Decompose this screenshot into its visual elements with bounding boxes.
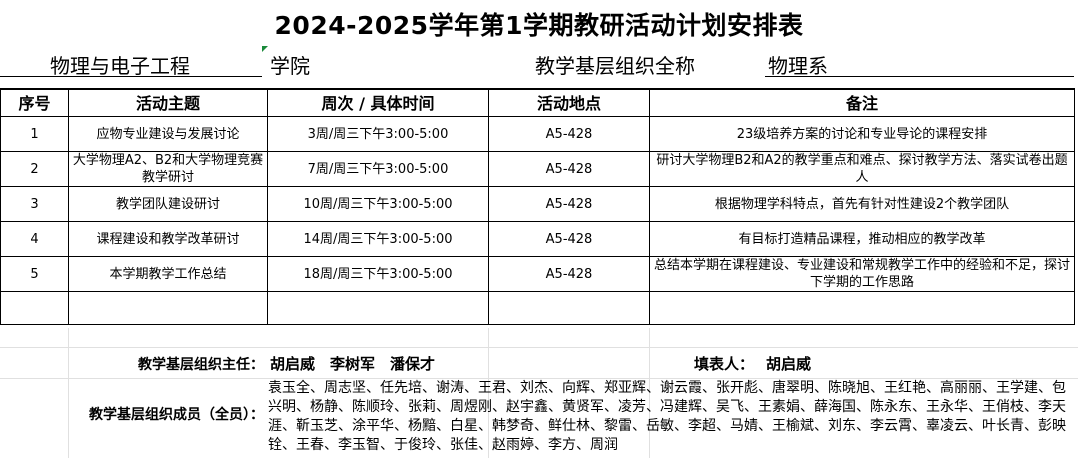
cell-empty[interactable] xyxy=(267,291,489,325)
header-note: 备注 xyxy=(649,88,1075,117)
table-row: 3 教学团队建设研讨 10周/周三下午3:00-5:00 A5-428 根据物理… xyxy=(0,186,1075,222)
header-topic: 活动主题 xyxy=(68,88,268,117)
cell-place[interactable]: A5-428 xyxy=(488,116,650,152)
cell-empty[interactable] xyxy=(0,291,69,325)
cell-note[interactable]: 根据物理学科特点，首先有针对性建设2个教学团队 xyxy=(649,186,1075,222)
cell-time[interactable]: 3周/周三下午3:00-5:00 xyxy=(267,116,489,152)
table-row-empty xyxy=(0,291,1075,325)
org-name[interactable]: 物理系 xyxy=(768,54,828,78)
members-list[interactable]: 袁玉全、周志坚、任先培、谢涛、王君、刘杰、向辉、郑亚辉、谢云霞、张开彪、唐翠明、… xyxy=(268,380,1066,453)
director-label: 教学基层组织主任： xyxy=(138,357,264,373)
cell-place[interactable]: A5-428 xyxy=(488,151,650,187)
cell-no[interactable]: 4 xyxy=(0,221,69,257)
header-no: 序号 xyxy=(0,88,69,117)
cell-place[interactable]: A5-428 xyxy=(488,221,650,257)
cell-no[interactable]: 5 xyxy=(0,256,69,292)
cell-place[interactable]: A5-428 xyxy=(488,186,650,222)
table-row: 4 课程建设和教学改革研讨 14周/周三下午3:00-5:00 A5-428 有… xyxy=(0,221,1075,257)
gridline xyxy=(0,347,1078,348)
college-suffix: 学院 xyxy=(270,54,310,78)
cell-time[interactable]: 18周/周三下午3:00-5:00 xyxy=(267,256,489,292)
cell-note[interactable]: 23级培养方案的讨论和专业导论的课程安排 xyxy=(649,116,1075,152)
cell-topic[interactable]: 课程建设和教学改革研讨 xyxy=(68,221,268,257)
filler-name[interactable]: 胡启威 xyxy=(766,355,812,373)
page-title: 2024-2025学年第1学期教研活动计划安排表 xyxy=(274,11,804,40)
gridline xyxy=(649,328,650,458)
director-names[interactable]: 胡启威 李树军 潘保才 xyxy=(270,355,436,373)
college-name[interactable]: 物理与电子工程 xyxy=(50,54,190,78)
college-underline xyxy=(0,76,262,77)
org-label: 教学基层组织全称 xyxy=(535,54,695,78)
cell-empty[interactable] xyxy=(488,291,650,325)
cell-empty[interactable] xyxy=(68,291,268,325)
cell-topic[interactable]: 大学物理A2、B2和大学物理竞赛教学研讨 xyxy=(68,151,268,187)
org-underline xyxy=(765,76,1074,77)
cell-no[interactable]: 2 xyxy=(0,151,69,187)
table-row: 1 应物专业建设与发展讨论 3周/周三下午3:00-5:00 A5-428 23… xyxy=(0,116,1075,152)
activity-table: 序号 活动主题 周次 / 具体时间 活动地点 备注 1 应物专业建设与发展讨论 … xyxy=(0,88,1075,325)
cell-note[interactable]: 总结本学期在课程建设、专业建设和常规教学工作中的经验和不足，探讨下学期的工作思路 xyxy=(649,256,1075,292)
cell-note[interactable]: 有目标打造精品课程，推动相应的教学改革 xyxy=(649,221,1075,257)
cell-topic[interactable]: 应物专业建设与发展讨论 xyxy=(68,116,268,152)
comment-marker-icon xyxy=(262,46,268,52)
cell-note[interactable]: 研讨大学物理B2和A2的教学重点和难点、探讨教学方法、落实试卷出题人 xyxy=(649,151,1075,187)
header-time: 周次 / 具体时间 xyxy=(267,88,489,117)
gridline xyxy=(0,378,1078,379)
header-place: 活动地点 xyxy=(488,88,650,117)
cell-no[interactable]: 1 xyxy=(0,116,69,152)
cell-time[interactable]: 7周/周三下午3:00-5:00 xyxy=(267,151,489,187)
cell-time[interactable]: 14周/周三下午3:00-5:00 xyxy=(267,221,489,257)
members-label: 教学基层组织成员（全员）： xyxy=(89,407,264,423)
cell-topic[interactable]: 本学期教学工作总结 xyxy=(68,256,268,292)
cell-no[interactable]: 3 xyxy=(0,186,69,222)
gridline xyxy=(488,328,489,458)
cell-time[interactable]: 10周/周三下午3:00-5:00 xyxy=(267,186,489,222)
table-row: 2 大学物理A2、B2和大学物理竞赛教学研讨 7周/周三下午3:00-5:00 … xyxy=(0,151,1075,187)
table-header-row: 序号 活动主题 周次 / 具体时间 活动地点 备注 xyxy=(0,88,1075,117)
cell-topic[interactable]: 教学团队建设研讨 xyxy=(68,186,268,222)
table-row: 5 本学期教学工作总结 18周/周三下午3:00-5:00 A5-428 总结本… xyxy=(0,256,1075,292)
cell-empty[interactable] xyxy=(649,291,1075,325)
cell-place[interactable]: A5-428 xyxy=(488,256,650,292)
gridline xyxy=(68,328,69,458)
filler-label: 填表人： xyxy=(694,355,755,373)
